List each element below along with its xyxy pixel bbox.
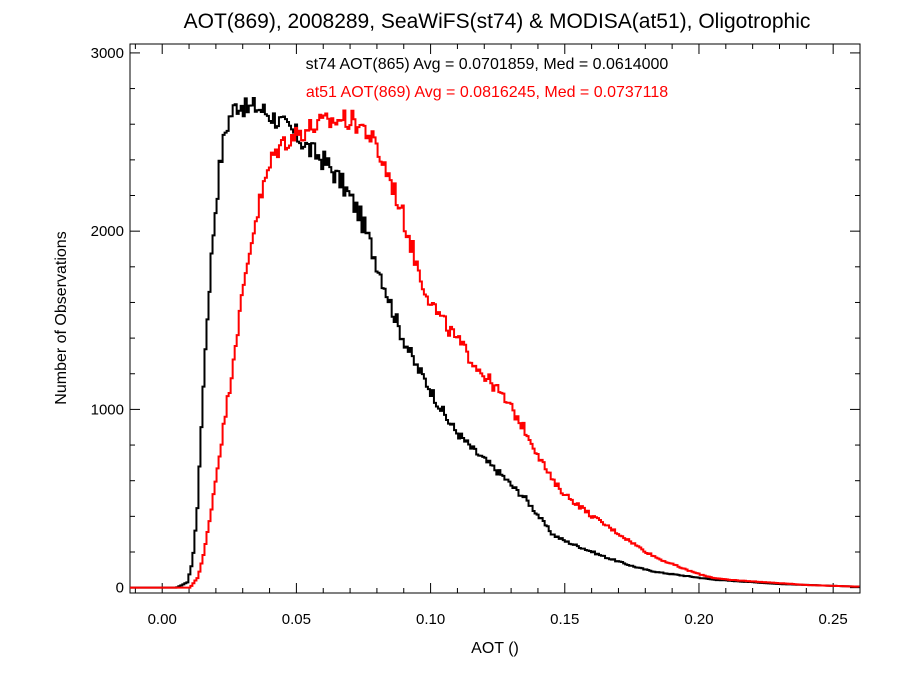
- y-tick-label: 1000: [91, 401, 124, 418]
- series-layer: [130, 97, 860, 589]
- x-tick-label: 0.05: [282, 611, 311, 628]
- x-axis: 0.00 0.05 0.10 0.15 0.20 0.25: [134, 44, 861, 628]
- plot-frame: [129, 43, 861, 594]
- x-tick-label: 0.20: [684, 611, 713, 628]
- y-tick-label: 3000: [91, 45, 124, 62]
- y-tick-label: 2000: [91, 223, 124, 240]
- y-axis-label: Number of Observations: [53, 231, 70, 404]
- y-tick-label: 0: [116, 580, 124, 597]
- series-at51-histogram: [130, 109, 860, 589]
- x-tick-label: 0.10: [416, 611, 445, 628]
- legend-entry-st74: st74 AOT(865) Avg = 0.0701859, Med = 0.0…: [306, 56, 669, 73]
- chart-title: AOT(869), 2008289, SeaWiFS(st74) & MODIS…: [184, 10, 811, 33]
- x-tick-label: 0.00: [148, 611, 177, 628]
- x-axis-label: AOT (): [471, 640, 519, 657]
- series-st74-histogram: [130, 97, 860, 589]
- y-axis: 0 1000 2000 3000: [91, 45, 860, 597]
- x-tick-label: 0.25: [819, 611, 848, 628]
- x-tick-label: 0.15: [550, 611, 579, 628]
- legend-entry-at51: at51 AOT(869) Avg = 0.0816245, Med = 0.0…: [306, 84, 668, 101]
